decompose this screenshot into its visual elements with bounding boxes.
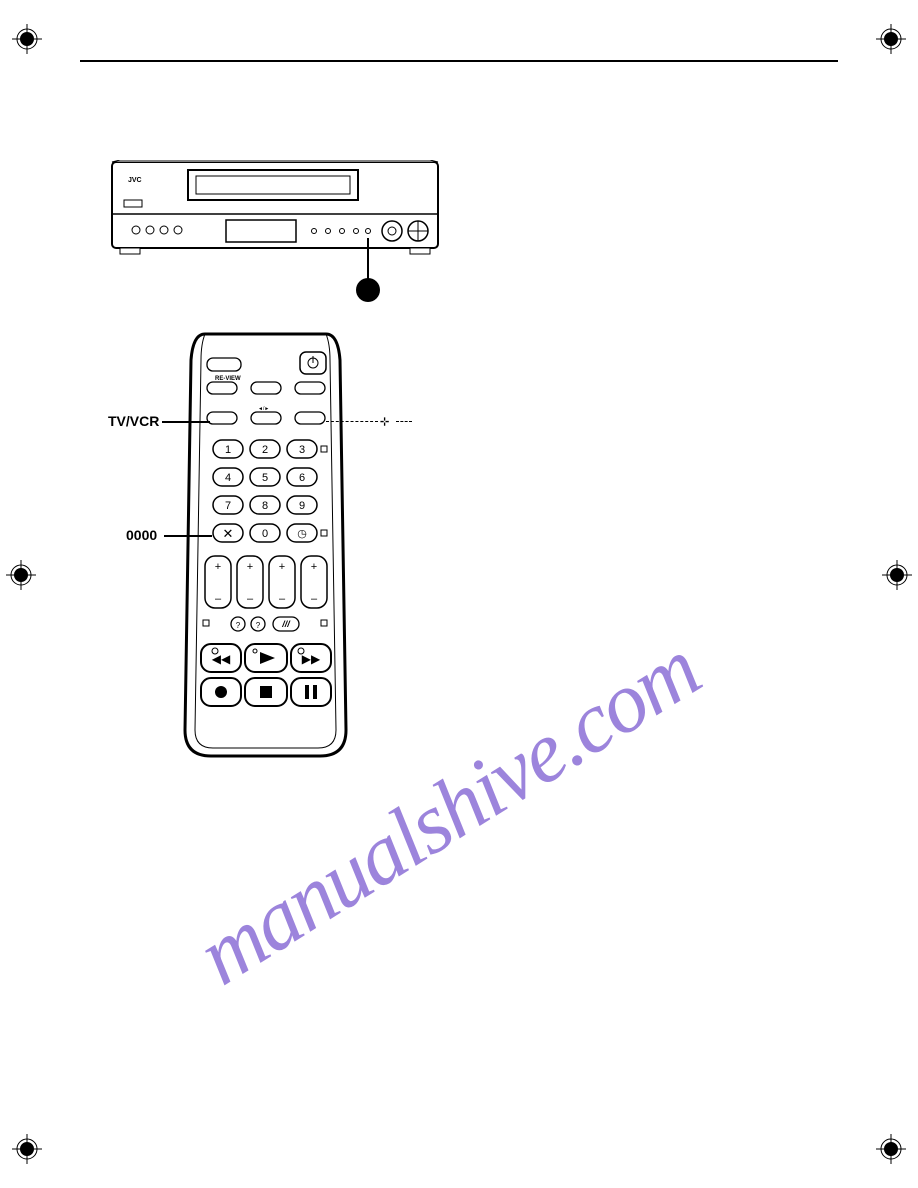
crop-mark-icon — [882, 560, 912, 590]
svg-text:///: /// — [281, 619, 291, 629]
svg-text:5: 5 — [262, 472, 268, 484]
clock-icon: ⊹ — [380, 415, 389, 428]
svg-text:4: 4 — [225, 472, 231, 484]
svg-text:3: 3 — [299, 444, 305, 456]
svg-text:?: ? — [236, 621, 241, 630]
leader-line — [164, 535, 212, 537]
svg-text:–: – — [215, 593, 222, 605]
svg-text:▶▶: ▶▶ — [302, 652, 321, 666]
crop-mark-icon — [12, 24, 42, 54]
leader-line-dashed — [326, 421, 378, 422]
leader-line-dashed — [396, 421, 412, 422]
svg-text:–: – — [311, 593, 318, 605]
svg-text:9: 9 — [299, 500, 305, 512]
remote-line-art: RE-VIEW ◄/► 1 2 3 4 5 6 7 8 9 ✕ 0 ◷ + – +… — [183, 330, 348, 760]
svg-text:7: 7 — [225, 500, 231, 512]
callout-dot-icon — [356, 278, 380, 302]
svg-text:–: – — [279, 593, 286, 605]
svg-text:+: + — [247, 561, 253, 573]
svg-text:◷: ◷ — [297, 528, 307, 540]
callout-line — [367, 238, 369, 280]
svg-text:8: 8 — [262, 500, 268, 512]
crop-mark-icon — [876, 24, 906, 54]
svg-text:RE-VIEW: RE-VIEW — [215, 376, 241, 382]
svg-text:+: + — [311, 561, 317, 573]
top-rule — [80, 60, 838, 62]
svg-text:◄/►: ◄/► — [258, 406, 269, 412]
crop-mark-icon — [6, 560, 36, 590]
svg-text:6: 6 — [299, 472, 305, 484]
svg-text:?: ? — [256, 621, 261, 630]
crop-mark-icon — [12, 1134, 42, 1164]
svg-text:1: 1 — [225, 444, 231, 456]
svg-text:+: + — [215, 561, 221, 573]
leader-line — [162, 421, 210, 423]
svg-text:2: 2 — [262, 444, 268, 456]
vcr-line-art: JVC — [110, 160, 440, 260]
tv-vcr-label: TV/VCR — [108, 413, 159, 429]
zeros-label: 0000 — [126, 527, 157, 543]
svg-text:–: – — [247, 593, 254, 605]
svg-text:✕: ✕ — [223, 526, 234, 541]
svg-text:JVC: JVC — [128, 177, 142, 184]
crop-mark-icon — [876, 1134, 906, 1164]
svg-text:0: 0 — [262, 528, 268, 540]
svg-text:+: + — [279, 561, 285, 573]
